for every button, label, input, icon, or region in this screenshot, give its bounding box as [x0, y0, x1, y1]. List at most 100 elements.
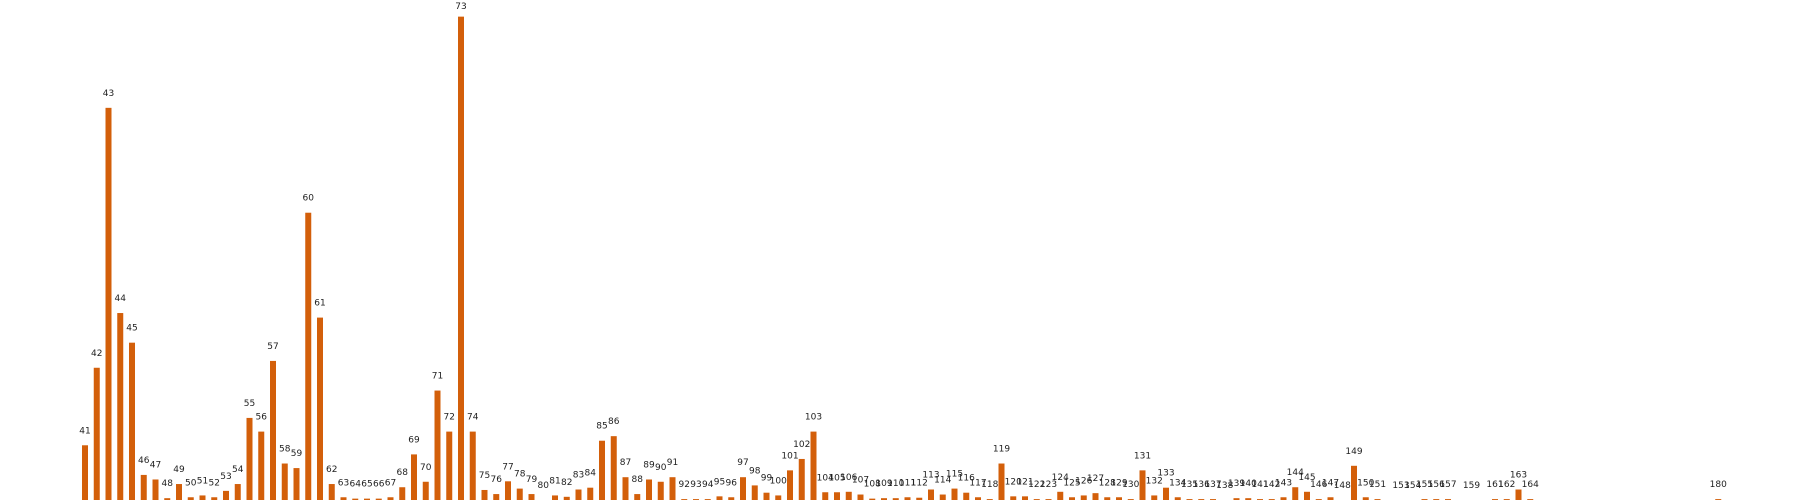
bar-label-118: 118	[981, 480, 998, 490]
bar-78	[516, 488, 523, 500]
bar-149	[1351, 465, 1357, 500]
bar-label-79: 79	[526, 475, 538, 485]
bar-label-65: 65	[361, 480, 372, 490]
bar-label-80: 80	[538, 481, 550, 491]
bar-label-159: 159	[1463, 481, 1480, 491]
bar-139	[1233, 498, 1240, 500]
bar-label-104: 104	[817, 473, 834, 483]
bar-label-64: 64	[350, 480, 362, 490]
bar-label-73: 73	[455, 2, 466, 12]
bar-label-88: 88	[632, 475, 644, 485]
bar-label-138: 138	[1216, 481, 1233, 491]
bar-46	[140, 474, 147, 500]
bar-55	[246, 417, 253, 500]
bar-label-67: 67	[385, 478, 396, 488]
bar-117	[975, 497, 981, 500]
bar-95	[716, 496, 723, 500]
bar-88	[634, 494, 641, 500]
bar-129	[1116, 497, 1122, 500]
bar-label-137: 137	[1204, 480, 1221, 490]
bar-128	[1104, 497, 1111, 500]
bar-label-103: 103	[805, 413, 822, 423]
bar-57	[270, 360, 276, 500]
bar-86	[610, 436, 617, 500]
bar-label-139: 139	[1228, 479, 1245, 489]
bar-label-132: 132	[1146, 476, 1163, 486]
bar-label-71: 71	[432, 372, 443, 382]
bar-119	[998, 463, 1005, 500]
bar-112	[916, 497, 923, 500]
bar-68	[399, 487, 406, 500]
bar-90	[657, 481, 664, 500]
bar-label-50: 50	[185, 478, 197, 488]
bar-89	[646, 479, 652, 500]
bar-67	[387, 497, 394, 500]
bar-133	[1163, 487, 1169, 500]
bar-label-86: 86	[608, 417, 620, 427]
bar-70	[422, 481, 429, 500]
bar-label-126: 126	[1075, 476, 1092, 486]
bar-111	[904, 497, 911, 500]
bar-label-125: 125	[1063, 478, 1080, 488]
bar-label-68: 68	[397, 468, 409, 478]
bar-131	[1139, 470, 1146, 500]
bar-49	[176, 484, 182, 500]
bar-label-143: 143	[1275, 478, 1292, 488]
bar-100	[775, 495, 782, 500]
bar-115	[951, 488, 958, 500]
bar-140	[1245, 498, 1252, 500]
bar-label-123: 123	[1040, 480, 1057, 490]
bar-label-100: 100	[770, 476, 787, 486]
bar-label-83: 83	[573, 471, 584, 481]
bar-label-113: 113	[922, 471, 939, 481]
bar-label-60: 60	[303, 194, 315, 204]
bar-label-94: 94	[702, 480, 714, 490]
bar-60	[305, 212, 312, 500]
bar-101	[787, 470, 793, 500]
bar-label-91: 91	[667, 458, 678, 468]
bar-label-131: 131	[1134, 451, 1151, 461]
bar-62	[328, 484, 335, 500]
bar-label-154: 154	[1404, 481, 1421, 491]
bar-label-164: 164	[1522, 480, 1539, 490]
bar-104	[822, 492, 829, 500]
bar-125	[1069, 497, 1075, 500]
bar-label-151: 151	[1369, 480, 1386, 490]
bar-label-117: 117	[969, 478, 986, 488]
bar-label-66: 66	[373, 480, 385, 490]
bar-134	[1174, 497, 1181, 500]
bar-label-95: 95	[714, 477, 725, 487]
bar-label-120: 120	[1005, 477, 1022, 487]
bar-label-119: 119	[993, 445, 1010, 455]
bar-74	[469, 431, 476, 500]
bar-label-161: 161	[1486, 480, 1503, 490]
bar-label-116: 116	[958, 474, 975, 484]
bar-61	[317, 317, 323, 500]
bar-label-87: 87	[620, 458, 631, 468]
bar-label-46: 46	[138, 456, 150, 466]
bar-87	[622, 477, 629, 500]
bar-85	[599, 440, 605, 500]
bar-64	[352, 498, 359, 500]
bar-label-81: 81	[549, 476, 560, 486]
bar-97	[740, 477, 746, 500]
bar-label-162: 162	[1498, 480, 1515, 490]
bar-65	[364, 498, 370, 500]
bars-layer	[82, 16, 1722, 500]
bar-52	[211, 497, 218, 500]
bar-label-57: 57	[267, 342, 278, 352]
bar-label-135: 135	[1181, 480, 1198, 490]
bar-label-146: 146	[1310, 480, 1327, 490]
bar-label-130: 130	[1122, 480, 1139, 490]
bar-label-153: 153	[1392, 481, 1409, 491]
bar-label-99: 99	[761, 474, 773, 484]
bar-label-52: 52	[209, 478, 220, 488]
bar-99	[763, 492, 770, 500]
bar-44	[117, 313, 124, 500]
bar-50	[187, 497, 194, 500]
bar-label-109: 109	[875, 479, 892, 489]
bar-label-105: 105	[828, 473, 845, 483]
bar-45	[129, 342, 135, 500]
bar-label-121: 121	[1016, 477, 1033, 487]
